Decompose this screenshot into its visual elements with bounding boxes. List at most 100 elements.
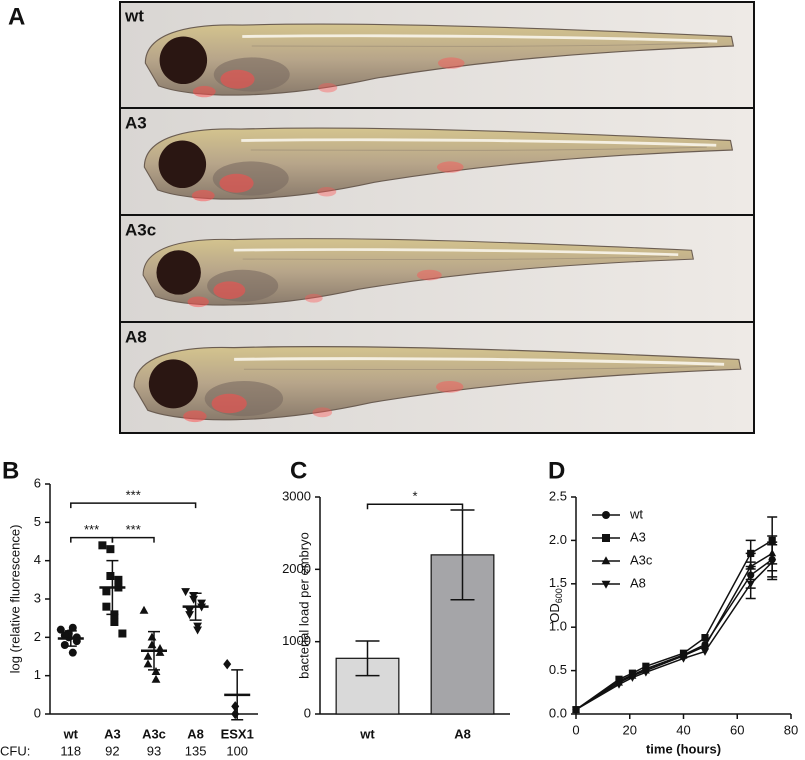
x-tick-label: 20 [623, 722, 637, 737]
marker [147, 640, 157, 649]
y-tick-label: 1000 [282, 633, 311, 648]
significance-label: *** [126, 488, 141, 503]
marker [768, 559, 777, 567]
y-tick-label: 2.5 [549, 488, 567, 503]
legend-marker [601, 580, 611, 589]
y-axis-label: log (relative fluorescence) [7, 525, 22, 674]
image-label: wt [124, 6, 144, 25]
significance-label: *** [84, 522, 99, 537]
y-tick-label: 1.5 [549, 575, 567, 590]
x-tick-label: 40 [676, 722, 690, 737]
x-tick-label: 80 [784, 722, 798, 737]
legend-label: A3 [630, 529, 646, 544]
marker [106, 545, 115, 554]
image-label: A3 [125, 113, 147, 132]
series-line [575, 552, 773, 711]
panel-label: C [290, 457, 307, 484]
marker [746, 580, 755, 589]
marker [110, 618, 119, 626]
image: A3 [121, 109, 753, 214]
marker [68, 648, 77, 657]
legend-marker [602, 511, 610, 519]
marker [147, 632, 157, 641]
panel-label: A [8, 3, 25, 30]
significance-label: *** [126, 522, 141, 537]
cfu-label: CFU: [0, 743, 30, 758]
y-tick-label: 2000 [282, 561, 311, 576]
y-tick-label: 4 [34, 552, 41, 567]
marker [223, 658, 232, 670]
marker [60, 641, 69, 649]
marker [193, 626, 202, 635]
marker [642, 662, 650, 670]
x-tick-label: A3 [104, 726, 121, 741]
image-label: A8 [125, 327, 147, 346]
significance-bracket [366, 503, 464, 510]
marker [746, 562, 755, 570]
cfu-value: 135 [185, 743, 207, 758]
marker [114, 575, 123, 584]
legend-label: wt [629, 506, 643, 521]
y-tick-label: 0.5 [549, 662, 567, 677]
marker [641, 669, 650, 677]
y-tick-label: 5 [34, 514, 41, 529]
marker [102, 587, 111, 596]
x-tick-label: ESX1 [221, 726, 254, 741]
y-tick-label: 1 [34, 667, 41, 682]
significance-bracket [111, 536, 155, 543]
marker [185, 611, 194, 620]
image: A3c [121, 216, 753, 321]
legend-label: A3c [630, 552, 653, 567]
image: A8 [121, 323, 753, 432]
marker [102, 602, 111, 611]
marker [151, 667, 161, 676]
y-axis-label-main: OD [547, 603, 562, 623]
marker [701, 648, 709, 656]
y-axis-label: OD600 [547, 588, 564, 623]
y-tick-label: 1.0 [549, 619, 567, 634]
marker [143, 659, 153, 668]
panel-label: B [2, 457, 19, 484]
y-tick-label: 3000 [282, 488, 311, 503]
y-tick-label: 0 [34, 705, 41, 720]
significance-label: * [412, 489, 417, 504]
marker [615, 681, 623, 689]
y-axis-label: bacterial load per embryo [296, 532, 311, 679]
image: wt [121, 3, 753, 107]
y-tick-label: 0 [304, 705, 311, 720]
legend-label: A8 [630, 575, 646, 590]
marker [572, 706, 580, 714]
y-tick-label: 2 [34, 629, 41, 644]
x-tick-label: A8 [454, 726, 471, 741]
cfu-value: 93 [147, 743, 161, 758]
y-tick-label: 3 [34, 590, 41, 605]
series-line [575, 539, 773, 711]
y-tick-label: 2.0 [549, 532, 567, 547]
x-axis-label: time (hours) [646, 741, 721, 756]
x-tick-label: A8 [187, 726, 204, 741]
image-label: A3c [125, 220, 156, 239]
error-bar [355, 640, 380, 677]
legend-marker [602, 534, 610, 542]
cfu-value: 100 [226, 743, 248, 758]
x-tick-label: 0 [572, 722, 579, 737]
y-tick-label: 0.0 [549, 705, 567, 720]
marker [181, 588, 190, 597]
significance-bracket [70, 502, 197, 509]
marker [628, 674, 637, 682]
marker [56, 625, 65, 634]
marker [118, 629, 127, 638]
marker [139, 605, 149, 614]
error-bar [450, 509, 475, 601]
marker [106, 572, 115, 580]
x-tick-label: 60 [730, 722, 744, 737]
marker [231, 708, 240, 720]
marker [68, 623, 77, 632]
x-tick-label: A3c [142, 726, 166, 741]
marker [679, 655, 688, 663]
legend-marker [601, 556, 611, 565]
marker [189, 595, 198, 604]
cfu-value: 92 [105, 743, 119, 758]
marker [143, 651, 153, 660]
